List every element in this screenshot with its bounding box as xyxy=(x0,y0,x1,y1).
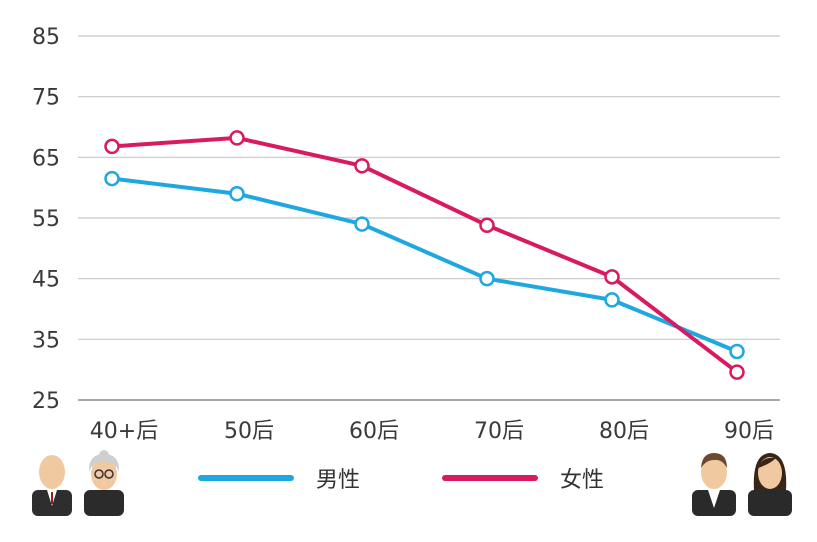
legend-label-female: 女性 xyxy=(560,468,605,493)
data-point-1 xyxy=(354,158,370,174)
data-point-1 xyxy=(229,130,245,146)
data-point-0 xyxy=(104,170,120,187)
x-tick-label: 80后 xyxy=(599,419,649,444)
series-line-1 xyxy=(110,135,739,375)
young-woman-icon xyxy=(748,453,792,516)
data-point-0 xyxy=(604,292,620,308)
data-point-0 xyxy=(354,216,370,232)
x-tick-label: 90后 xyxy=(724,419,774,444)
data-point-0 xyxy=(229,185,245,202)
series-points xyxy=(104,130,745,380)
x-tick-label: 40+后 xyxy=(90,419,158,444)
series-line-0 xyxy=(110,176,739,354)
elderly-woman-icon xyxy=(84,450,124,516)
data-point-1 xyxy=(729,364,745,380)
x-tick-label: 50后 xyxy=(224,419,274,444)
data-point-1 xyxy=(479,217,495,234)
legend-swatch-male xyxy=(198,475,294,481)
data-point-1 xyxy=(604,269,620,285)
legend-item-male: 男性 xyxy=(198,462,360,494)
young-man-icon xyxy=(692,453,736,516)
grid-lines xyxy=(78,35,780,401)
x-axis-ticks: 40+后 50后 60后 70后 80后 90后 xyxy=(90,419,774,444)
y-tick-label: 55 xyxy=(32,207,60,232)
y-tick-label: 35 xyxy=(32,328,60,353)
y-tick-label: 25 xyxy=(32,389,60,414)
elderly-man-icon xyxy=(32,455,72,516)
legend-item-female: 女性 xyxy=(442,462,604,494)
x-tick-label: 60后 xyxy=(349,419,399,444)
data-point-0 xyxy=(479,270,495,287)
y-tick-label: 75 xyxy=(32,86,60,111)
y-axis-ticks: 85 75 65 55 45 35 25 xyxy=(32,25,60,414)
avatars-younger xyxy=(690,450,794,516)
data-point-1 xyxy=(104,138,120,155)
y-tick-label: 45 xyxy=(32,268,60,293)
legend-label-male: 男性 xyxy=(316,468,361,493)
legend-swatch-female xyxy=(442,475,538,481)
data-point-0 xyxy=(729,343,745,360)
y-tick-label: 85 xyxy=(32,25,60,50)
y-tick-label: 65 xyxy=(32,146,60,171)
series-lines xyxy=(110,135,739,375)
avatars-older xyxy=(30,450,126,516)
x-tick-label: 70后 xyxy=(474,419,524,444)
